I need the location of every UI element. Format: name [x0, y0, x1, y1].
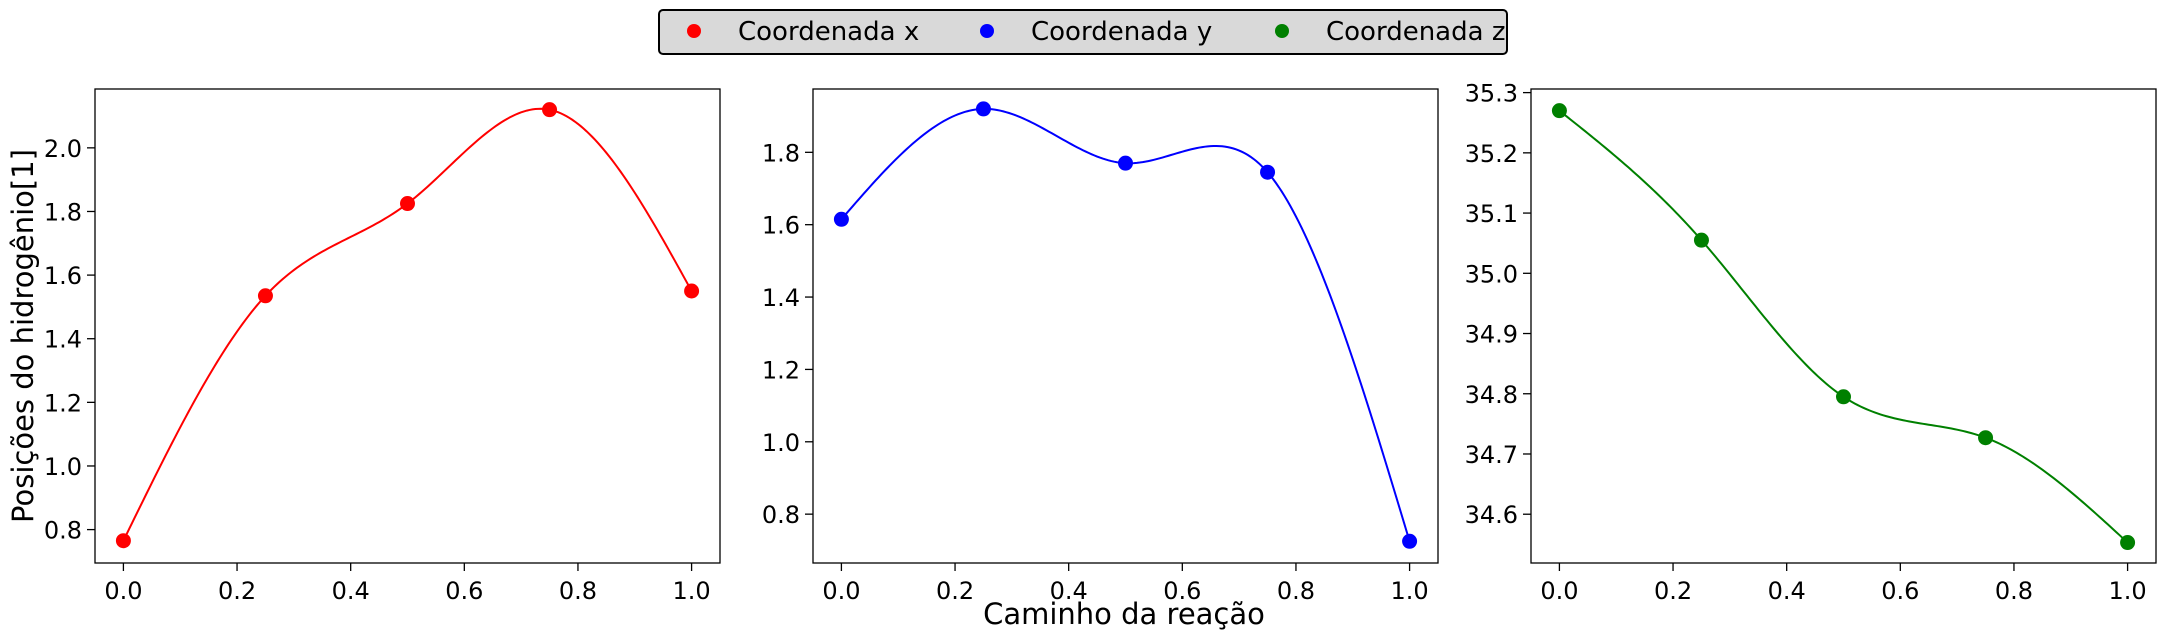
- y-tick-label: 34.8: [1465, 381, 1518, 409]
- subplot-z-coordinate: 0.0 0.2 0.4 0.6 0.8 1.0 34.6 34.7 34.8 34.9 35.0 35…: [1465, 80, 2157, 605]
- y-axis-label: Posições do hidrogênio[1]: [6, 149, 40, 523]
- y-tick-label: 1.4: [762, 284, 800, 312]
- data-point-y: [1118, 155, 1133, 171]
- data-point-z: [1978, 430, 1994, 446]
- series-line-z: [1558, 109, 2129, 544]
- series-line-x: [122, 107, 693, 542]
- x-tick-label: 0.6: [1881, 577, 1919, 605]
- data-point-x: [684, 283, 700, 299]
- x-tick-label: 0.2: [936, 577, 974, 605]
- data-point-y: [975, 101, 991, 117]
- data-point-z: [1693, 232, 1709, 248]
- data-point-x: [257, 288, 273, 304]
- x-tick-label: 0.6: [1163, 577, 1201, 605]
- x-tick-label: 0.8: [559, 577, 597, 605]
- subplot-x-coordinate: 0.0 0.2 0.4 0.6 0.8 1.0 0.8 1.0 1.2 1.4 1.6 1.8 2.0: [44, 88, 721, 605]
- y-tick-label: 34.9: [1465, 321, 1518, 349]
- x-tick-label: 0.2: [1654, 577, 1692, 605]
- plot-area-frame: [1530, 88, 2157, 564]
- legend-marker-z: [1275, 24, 1289, 38]
- x-tick-label: 1.0: [2109, 577, 2147, 605]
- y-tick-label: 1.4: [44, 326, 82, 354]
- plot-area-frame: [94, 88, 721, 564]
- data-point-x: [115, 533, 131, 549]
- x-tick-label: 0.4: [1768, 577, 1806, 605]
- x-tick-label: 0.2: [218, 577, 256, 605]
- x-tick-label: 0.4: [332, 577, 370, 605]
- y-tick-label: 2.0: [44, 135, 82, 163]
- x-axis-label: Caminho da reação: [983, 597, 1265, 631]
- data-point-y: [833, 211, 849, 227]
- data-point-x: [542, 102, 558, 118]
- data-point-y: [1402, 533, 1418, 549]
- y-tick-label: 1.6: [44, 262, 82, 290]
- data-point-z: [2120, 535, 2136, 551]
- x-tick-label: 0.8: [1277, 577, 1315, 605]
- legend-marker-x: [687, 24, 701, 38]
- y-tick-label: 34.7: [1465, 441, 1518, 469]
- legend-label-y: Coordenada y: [1031, 17, 1212, 47]
- legend-marker-y: [980, 24, 994, 38]
- y-tick-label: 35.2: [1465, 140, 1518, 168]
- data-point-y: [1260, 164, 1276, 180]
- x-tick-label: 1.0: [1391, 577, 1429, 605]
- y-tick-label: 35.0: [1465, 260, 1518, 288]
- legend-label-z: Coordenada z: [1326, 17, 1505, 47]
- x-tick-label: 0.0: [104, 577, 142, 605]
- data-point-z: [1836, 389, 1851, 405]
- x-tick-label: 0.6: [445, 577, 483, 605]
- data-point-z: [1551, 103, 1567, 119]
- y-tick-label: 34.6: [1465, 501, 1518, 529]
- y-tick-label: 1.0: [44, 453, 82, 481]
- legend: Coordenada x Coordenada y Coordenada z: [658, 9, 1508, 55]
- y-tick-label: 1.8: [44, 198, 82, 226]
- y-tick-label: 1.2: [762, 356, 800, 384]
- data-point-x: [400, 196, 415, 212]
- legend-frame: [658, 9, 1508, 55]
- x-tick-label: 0.8: [1995, 577, 2033, 605]
- x-tick-label: 0.0: [1540, 577, 1578, 605]
- y-tick-label: 1.6: [762, 212, 800, 240]
- x-tick-label: 1.0: [673, 577, 711, 605]
- plot-area-frame: [812, 88, 1439, 564]
- y-tick-label: 35.1: [1465, 200, 1518, 228]
- y-tick-label: 1.2: [44, 389, 82, 417]
- x-tick-label: 0.0: [822, 577, 860, 605]
- y-tick-label: 0.8: [44, 517, 82, 545]
- series-line-y: [840, 107, 1411, 542]
- y-tick-label: 1.0: [762, 429, 800, 457]
- y-tick-label: 1.8: [762, 139, 800, 167]
- legend-label-x: Coordenada x: [738, 17, 919, 47]
- y-tick-label: 0.8: [762, 501, 800, 529]
- subplot-y-coordinate: 0.0 0.2 0.4 0.6 0.8 1.0 0.8 1.0 1.2 1.4 1.6 1.8: [762, 88, 1439, 605]
- y-tick-label: 35.3: [1465, 80, 1518, 108]
- x-tick-label: 0.4: [1050, 577, 1088, 605]
